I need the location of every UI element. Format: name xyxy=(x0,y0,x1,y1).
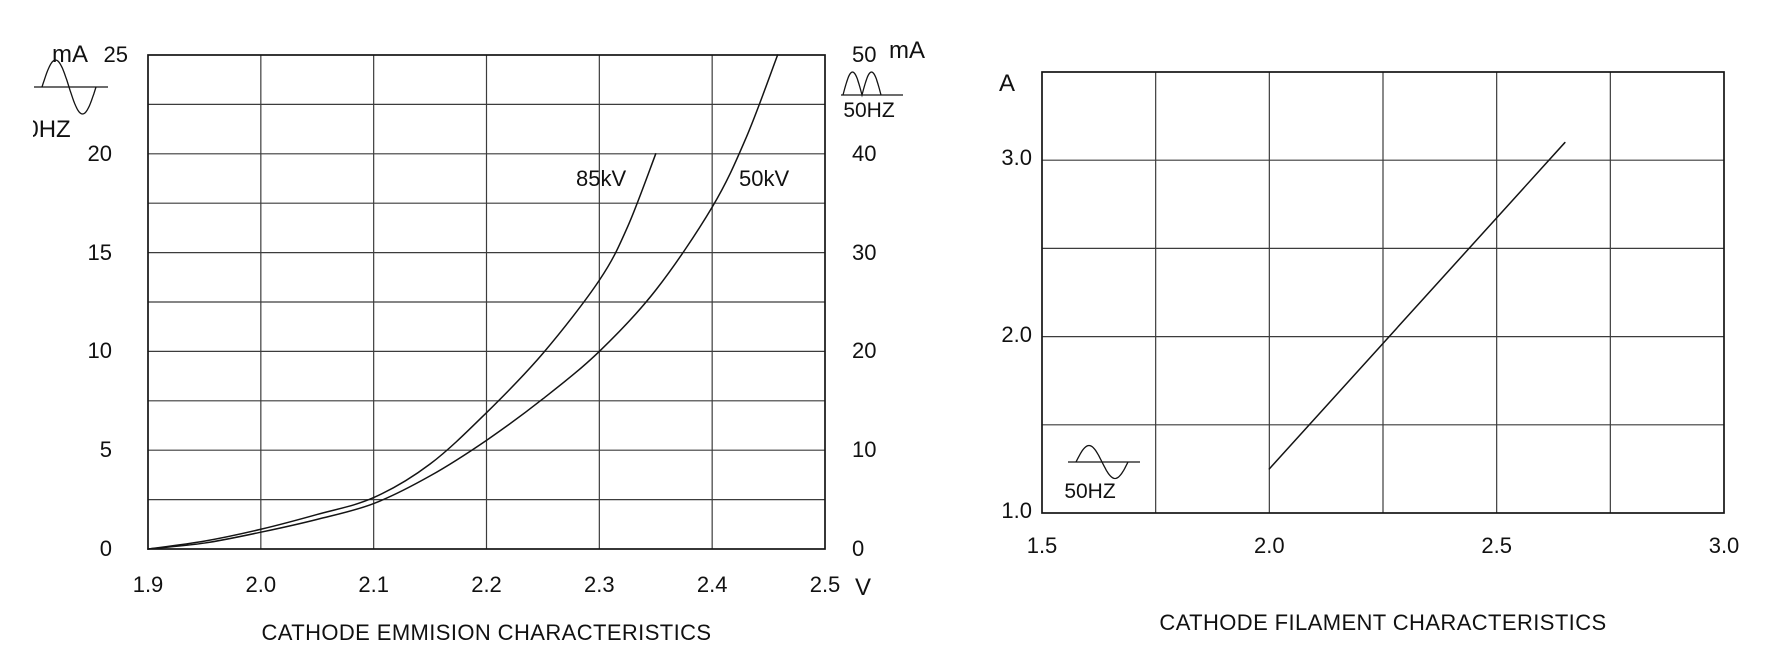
emission-left-waveform-label-clip: 50HZ xyxy=(33,116,95,146)
filament-y-tick-label: 1.0 xyxy=(1001,498,1032,523)
emission-ac-sine-icon xyxy=(41,59,97,115)
emission-x-tick-label: 1.9 xyxy=(132,572,164,597)
filament-x-tick-label: 1.5 xyxy=(1026,533,1058,558)
filament-y-tick-label: 2.0 xyxy=(1001,321,1032,347)
emission-right-axis-unit: mA xyxy=(889,37,925,64)
emission-right-waveform-label: 50HZ xyxy=(843,99,895,122)
emission-y-right-tick-label: 0 xyxy=(852,536,865,561)
filament-x-tick-label: 2.5 xyxy=(1481,533,1512,558)
filament-y-axis-unit: A xyxy=(999,70,1016,97)
filament-x-tick-label: 3.0 xyxy=(1708,533,1740,558)
curve-50kV xyxy=(147,54,779,550)
emission-y-left-tick-label: 0 xyxy=(99,536,112,561)
emission-x-tick-label: 2.0 xyxy=(245,572,277,597)
curve-label-85kV: 85kV xyxy=(576,166,627,191)
emission-x-tick-label: 2.3 xyxy=(584,572,615,597)
curve-85kV xyxy=(147,153,657,550)
emission-left-axis-unit: mA xyxy=(52,41,88,68)
emission-y-right-tick-label: 50 xyxy=(852,42,877,67)
emission-x-tick-label: 2.4 xyxy=(696,572,728,597)
filament-chart-title: CATHODE FILAMENT CHARACTERISTICS xyxy=(1159,610,1607,635)
filament-waveform-label: 50HZ xyxy=(1064,480,1116,503)
curve-filament-current xyxy=(1268,141,1566,470)
filament-grid-border xyxy=(1041,71,1725,514)
emission-grid-border xyxy=(147,54,826,550)
filament-ac-sine-icon xyxy=(1075,444,1129,480)
emission-y-left-tick-label: 5 xyxy=(99,437,112,463)
emission-y-right-tick-label: 20 xyxy=(852,338,877,364)
emission-y-left-tick-label: 10 xyxy=(87,338,112,364)
emission-chart-title: CATHODE EMMISION CHARACTERISTICS xyxy=(261,620,712,645)
emission-y-left-tick-label: 15 xyxy=(87,239,112,265)
emission-rectified-wave-icon xyxy=(842,71,882,98)
emission-y-right-tick-label: 30 xyxy=(852,239,877,265)
emission-x-axis-unit: V xyxy=(855,574,872,601)
emission-x-tick-label: 2.1 xyxy=(358,572,389,597)
filament-x-tick-label: 2.0 xyxy=(1254,533,1285,558)
emission-y-left-tick-label: 25 xyxy=(103,42,128,67)
emission-x-tick-label: 2.2 xyxy=(471,572,502,597)
curve-label-50kV: 50kV xyxy=(739,166,790,191)
filament-y-tick-label: 3.0 xyxy=(1001,145,1032,171)
emission-y-right-tick-label: 40 xyxy=(852,140,877,166)
emission-left-waveform-label: 50HZ xyxy=(33,116,71,143)
emission-x-tick-label: 2.5 xyxy=(809,572,841,597)
emission-y-left-tick-label: 20 xyxy=(87,140,112,166)
emission-y-right-tick-label: 10 xyxy=(852,437,877,463)
